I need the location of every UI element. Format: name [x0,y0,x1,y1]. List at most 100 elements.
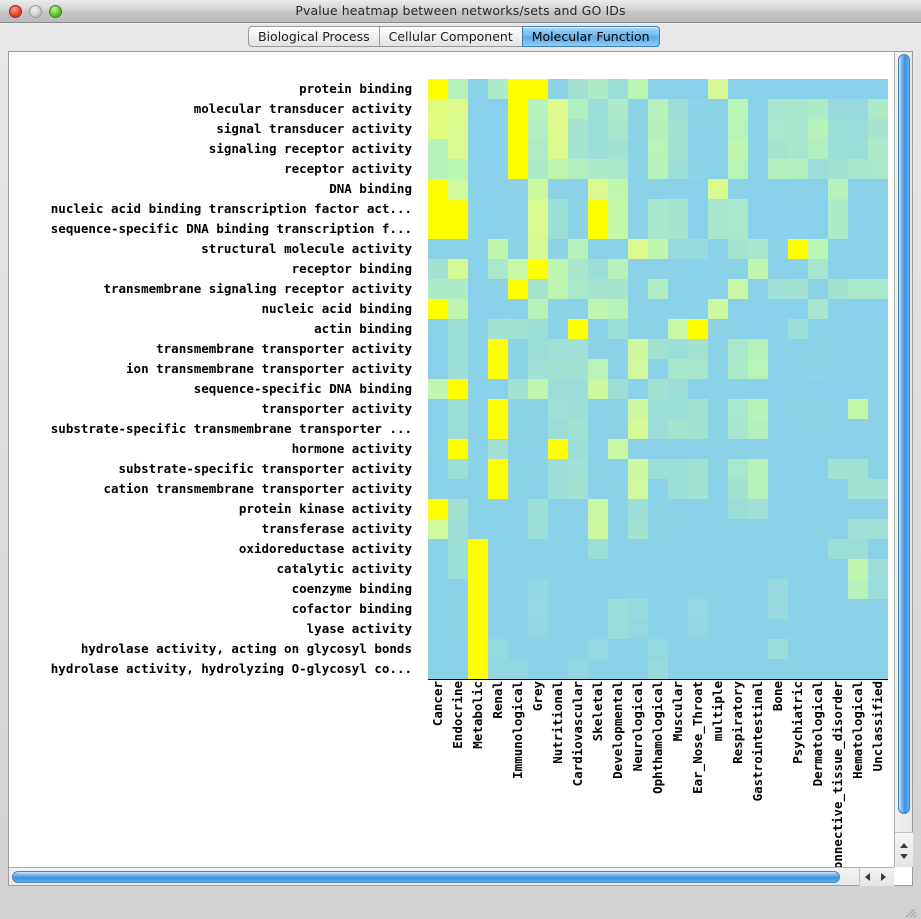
heatmap-cell[interactable] [488,139,508,159]
heatmap-cell[interactable] [848,659,868,679]
heatmap-cell[interactable] [848,459,868,479]
heatmap-cell[interactable] [648,239,668,259]
heatmap-cell[interactable] [868,619,888,639]
heatmap-cell[interactable] [748,399,768,419]
heatmap-cell[interactable] [688,579,708,599]
heatmap-cell[interactable] [788,259,808,279]
heatmap-cell[interactable] [648,139,668,159]
heatmap-cell[interactable] [428,439,448,459]
heatmap-cell[interactable] [468,259,488,279]
heatmap-cell[interactable] [808,279,828,299]
heatmap-cell[interactable] [428,119,448,139]
heatmap-cell[interactable] [468,359,488,379]
heatmap-cell[interactable] [548,359,568,379]
heatmap-cell[interactable] [488,159,508,179]
heatmap-cell[interactable] [848,599,868,619]
heatmap-cell[interactable] [548,139,568,159]
heatmap-cell[interactable] [748,199,768,219]
heatmap-cell[interactable] [748,299,768,319]
heatmap-cell[interactable] [748,159,768,179]
heatmap-cell[interactable] [648,439,668,459]
heatmap-cell[interactable] [468,339,488,359]
heatmap-cell[interactable] [788,239,808,259]
heatmap-cell[interactable] [608,179,628,199]
heatmap-cell[interactable] [808,259,828,279]
heatmap-cell[interactable] [748,659,768,679]
heatmap-cell[interactable] [468,419,488,439]
heatmap-cell[interactable] [708,359,728,379]
heatmap-cell[interactable] [548,599,568,619]
heatmap-cell[interactable] [828,259,848,279]
heatmap-cell[interactable] [728,219,748,239]
heatmap-cell[interactable] [528,579,548,599]
heatmap-cell[interactable] [468,579,488,599]
heatmap-cell[interactable] [788,79,808,99]
heatmap-cell[interactable] [668,639,688,659]
heatmap-cell[interactable] [468,479,488,499]
heatmap-cell[interactable] [588,239,608,259]
heatmap-cell[interactable] [628,439,648,459]
heatmap-cell[interactable] [568,179,588,199]
heatmap-cell[interactable] [608,399,628,419]
heatmap-cell[interactable] [648,479,668,499]
heatmap-cell[interactable] [608,659,628,679]
heatmap-cell[interactable] [848,379,868,399]
heatmap-cell[interactable] [688,379,708,399]
heatmap-cell[interactable] [448,479,468,499]
heatmap-cell[interactable] [688,79,708,99]
heatmap-cell[interactable] [608,79,628,99]
heatmap-cell[interactable] [468,119,488,139]
heatmap-cell[interactable] [728,279,748,299]
heatmap-cell[interactable] [508,139,528,159]
heatmap-cell[interactable] [828,479,848,499]
heatmap-cell[interactable] [428,99,448,119]
heatmap-cell[interactable] [648,179,668,199]
heatmap-cell[interactable] [808,239,828,259]
heatmap-cell[interactable] [808,579,828,599]
heatmap-cell[interactable] [828,559,848,579]
heatmap-cell[interactable] [688,99,708,119]
heatmap-cell[interactable] [628,479,648,499]
heatmap-cell[interactable] [528,259,548,279]
heatmap-cell[interactable] [748,639,768,659]
heatmap-cell[interactable] [848,479,868,499]
heatmap-cell[interactable] [448,539,468,559]
heatmap-cell[interactable] [788,199,808,219]
scroll-left-icon[interactable] [865,873,870,881]
heatmap-cell[interactable] [608,539,628,559]
heatmap-cell[interactable] [428,539,448,559]
heatmap-cell[interactable] [568,319,588,339]
heatmap-cell[interactable] [588,579,608,599]
heatmap-cell[interactable] [728,139,748,159]
heatmap-cell[interactable] [728,299,748,319]
heatmap-cell[interactable] [848,579,868,599]
heatmap-cell[interactable] [568,339,588,359]
heatmap-cell[interactable] [528,319,548,339]
heatmap-cell[interactable] [608,139,628,159]
heatmap-cell[interactable] [588,79,608,99]
heatmap-cell[interactable] [528,599,548,619]
heatmap-cell[interactable] [868,559,888,579]
heatmap-cell[interactable] [648,259,668,279]
heatmap-cell[interactable] [848,279,868,299]
heatmap-cell[interactable] [648,279,668,299]
heatmap-cell[interactable] [628,239,648,259]
heatmap-cell[interactable] [588,199,608,219]
heatmap-cell[interactable] [788,159,808,179]
heatmap-cell[interactable] [448,119,468,139]
heatmap-cell[interactable] [748,519,768,539]
heatmap-cell[interactable] [848,559,868,579]
heatmap-cell[interactable] [628,579,648,599]
heatmap-cell[interactable] [488,519,508,539]
heatmap-cell[interactable] [648,459,668,479]
heatmap-cell[interactable] [808,359,828,379]
heatmap-cell[interactable] [548,499,568,519]
heatmap-cell[interactable] [808,599,828,619]
heatmap-cell[interactable] [548,399,568,419]
heatmap-cell[interactable] [868,259,888,279]
heatmap-cell[interactable] [428,359,448,379]
heatmap-cell[interactable] [688,499,708,519]
heatmap-cell[interactable] [708,419,728,439]
heatmap-cell[interactable] [448,359,468,379]
horizontal-scrollbar-buttons[interactable] [859,868,894,886]
